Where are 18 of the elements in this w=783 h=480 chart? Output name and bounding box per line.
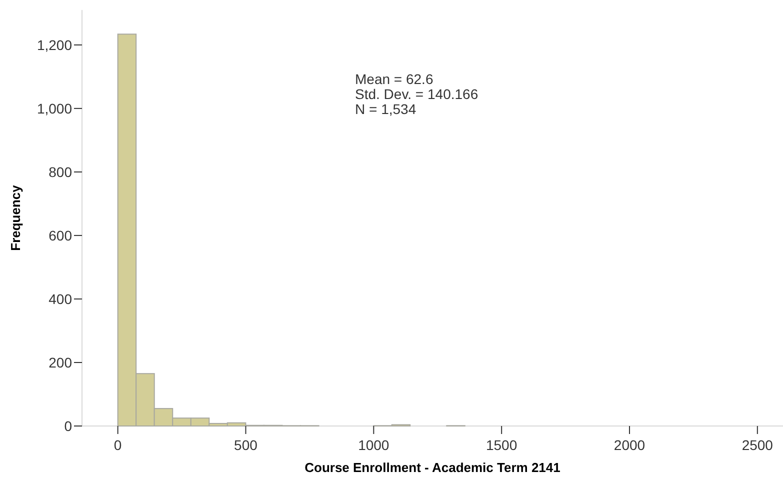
y-tick-label: 0 [64, 418, 72, 434]
x-tick-label: 2500 [742, 437, 774, 453]
x-tick-label: 0 [114, 437, 122, 453]
x-tick-label: 1500 [486, 437, 518, 453]
x-tick-label: 1000 [358, 437, 390, 453]
annotation: Std. Dev. = 140.166 [355, 86, 478, 102]
annotation: N = 1,534 [355, 101, 416, 117]
y-tick-label: 600 [48, 227, 72, 244]
y-tick-label: 1,000 [36, 100, 72, 116]
y-tick-label: 200 [48, 354, 72, 370]
annotation: Mean = 62.6 [355, 71, 434, 87]
x-tick-label: 500 [234, 437, 258, 453]
y-axis-title: Frequency [8, 184, 23, 251]
x-axis-title: Course Enrollment - Academic Term 2141 [304, 460, 560, 475]
x-tick-label: 2000 [614, 437, 646, 453]
y-tick-label: 1,200 [36, 36, 72, 53]
y-tick-label: 400 [48, 290, 72, 307]
y-tick-label: 800 [48, 164, 72, 180]
